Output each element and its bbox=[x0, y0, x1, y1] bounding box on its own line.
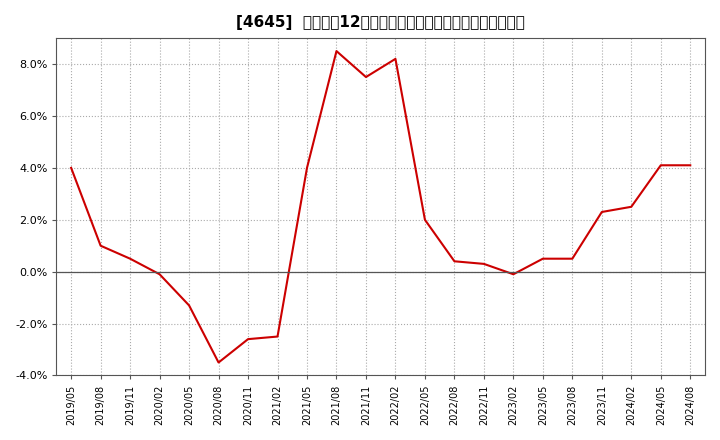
Title: [4645]  売上高の12か月移動合計の対前年同期増減率の推移: [4645] 売上高の12か月移動合計の対前年同期増減率の推移 bbox=[236, 15, 525, 30]
